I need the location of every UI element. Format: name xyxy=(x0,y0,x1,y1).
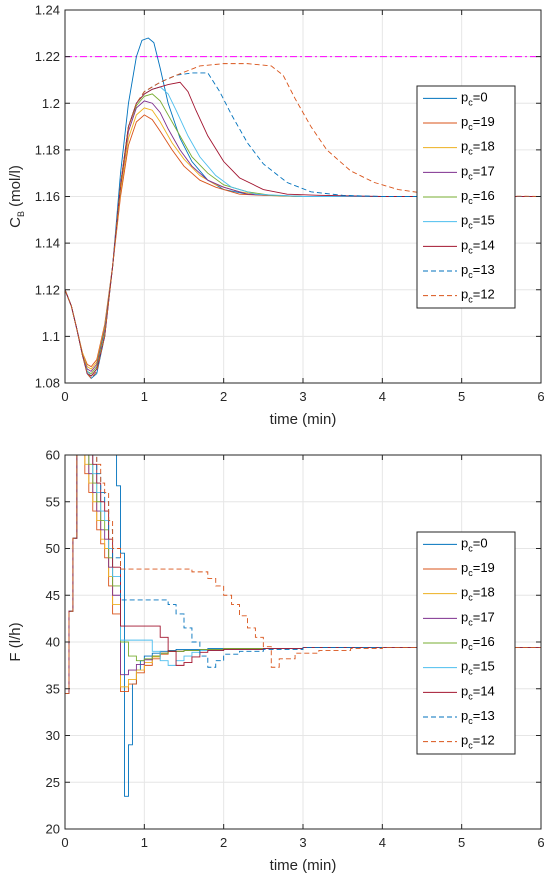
legend-label: pc=14 xyxy=(461,683,495,701)
x-axis-label: time (min) xyxy=(270,857,337,874)
legend-label: pc=19 xyxy=(461,560,495,578)
x-tick-label: 2 xyxy=(220,389,227,404)
series-line-pc14 xyxy=(65,81,541,377)
legend: pc=0 pc=19 pc=18 pc=17 pc=16 pc=15 pc=14 pc=13 p… xyxy=(416,85,516,309)
x-tick-label: 6 xyxy=(537,835,544,850)
y-tick-label: 50 xyxy=(46,541,60,556)
x-tick-label: 1 xyxy=(141,389,148,404)
legend-label: pc=14 xyxy=(461,237,495,255)
x-tick-label: 3 xyxy=(299,835,306,850)
x-tick-label: 1 xyxy=(141,835,148,850)
y-tick-label: 1.14 xyxy=(35,236,60,251)
y-axis-label-group: F (l/h) xyxy=(7,622,24,661)
y-axis-label: CB (mol/l) xyxy=(7,165,26,228)
y-tick-label: 45 xyxy=(46,588,60,603)
y-tick-label: 1.16 xyxy=(35,189,60,204)
x-tick-label: 4 xyxy=(379,389,386,404)
legend-label: pc=12 xyxy=(461,733,495,751)
y-tick-label: 30 xyxy=(46,728,60,743)
x-tick-label: 5 xyxy=(458,835,465,850)
y-tick-label: 35 xyxy=(46,681,60,696)
series-line-pc12 xyxy=(65,455,541,694)
y-axis-label-group: CB (mol/l) xyxy=(7,165,26,228)
y-tick-label: 1.22 xyxy=(35,49,60,64)
y-tick-label: 25 xyxy=(46,775,60,790)
x-axis-label: time (min) xyxy=(270,411,337,428)
y-tick-label: 60 xyxy=(46,448,60,463)
series-line-pc14 xyxy=(65,455,541,694)
y-tick-label: 55 xyxy=(46,494,60,509)
legend-label: pc=17 xyxy=(461,609,495,627)
x-tick-label: 5 xyxy=(458,389,465,404)
y-tick-label: 1.2 xyxy=(42,96,60,111)
x-tick-label: 0 xyxy=(61,835,68,850)
y-tick-label: 1.08 xyxy=(35,376,60,391)
legend-label: pc=17 xyxy=(461,163,495,181)
x-tick-label: 0 xyxy=(61,389,68,404)
x-tick-label: 3 xyxy=(299,389,306,404)
legend-label: pc=13 xyxy=(461,708,495,726)
legend-label: pc=15 xyxy=(461,659,495,677)
legend-label: pc=16 xyxy=(461,634,495,652)
legend-label: pc=16 xyxy=(461,188,495,206)
series-line-pc16 xyxy=(65,455,541,694)
y-axis-label: F (l/h) xyxy=(7,622,24,661)
y-tick-label: 1.1 xyxy=(42,329,60,344)
legend-label: pc=0 xyxy=(461,535,488,553)
legend-label: pc=0 xyxy=(461,89,488,107)
series-line-pc13 xyxy=(65,455,541,694)
legend: pc=0 pc=19 pc=18 pc=17 pc=16 pc=15 pc=14 pc=13 p… xyxy=(416,531,516,755)
chart-panel-1: 0 1 2 3 4 5 6 1.08 1.1 1.12 1.14 1.16 1.18 1.2 1.22 1.2… xyxy=(7,3,545,429)
x-tick-label: 2 xyxy=(220,835,227,850)
legend-label: pc=18 xyxy=(461,585,495,603)
x-tick-label: 6 xyxy=(537,389,544,404)
series-line-pc12 xyxy=(65,63,541,380)
x-tick-label: 4 xyxy=(379,835,386,850)
y-tick-label: 1.12 xyxy=(35,282,60,297)
legend-label: pc=15 xyxy=(461,213,495,231)
legend-label: pc=19 xyxy=(461,114,495,132)
legend-label: pc=12 xyxy=(461,287,495,305)
y-tick-label: 1.24 xyxy=(35,3,60,18)
legend-label: pc=13 xyxy=(461,262,495,280)
y-tick-label: 40 xyxy=(46,635,60,650)
y-tick-label: 1.18 xyxy=(35,142,60,157)
legend-label: pc=18 xyxy=(461,139,495,157)
y-tick-label: 20 xyxy=(46,822,60,837)
